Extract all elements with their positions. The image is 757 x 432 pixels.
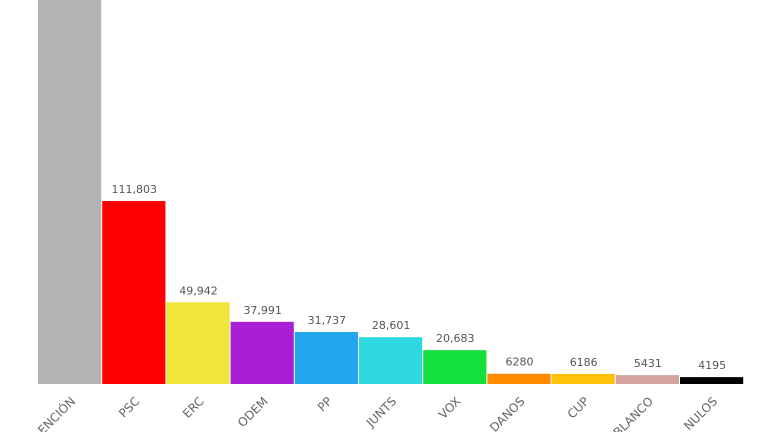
bar [359,337,423,384]
value-label: 6186 [570,356,598,369]
bar [230,321,294,384]
value-label: 4195 [698,359,726,372]
value-label: 31,737 [308,314,347,327]
value-label: 6280 [506,356,534,369]
bar [166,302,230,384]
value-label: 49,942 [179,284,218,297]
x-tick-label: ERC [180,394,207,421]
bar [102,200,166,384]
x-tick-label: CUP [565,394,592,421]
bar [294,332,358,384]
x-tick-label: ODEM [235,394,271,430]
x-tick-label: PSC [116,394,142,420]
value-label: 5431 [634,357,662,370]
bar [38,0,102,384]
x-tick-label: VOX [436,394,464,422]
bar [680,377,744,384]
bar [423,350,487,384]
value-label: 111,803 [112,183,158,196]
x-tick-label: PP [315,394,335,414]
x-tick-label: ENCIÓN [34,394,78,432]
value-label: 37,991 [243,304,282,317]
x-tick-label: NULOS [681,394,720,432]
bar [615,375,679,384]
x-tick-label: JUNTS [363,394,399,430]
value-label: 20,683 [436,332,475,345]
bar [487,373,551,384]
value-label: 28,601 [372,319,411,332]
x-tick-label: DANOS [487,394,528,432]
x-tick-label: BLANCO [611,394,656,432]
bar [551,373,615,384]
